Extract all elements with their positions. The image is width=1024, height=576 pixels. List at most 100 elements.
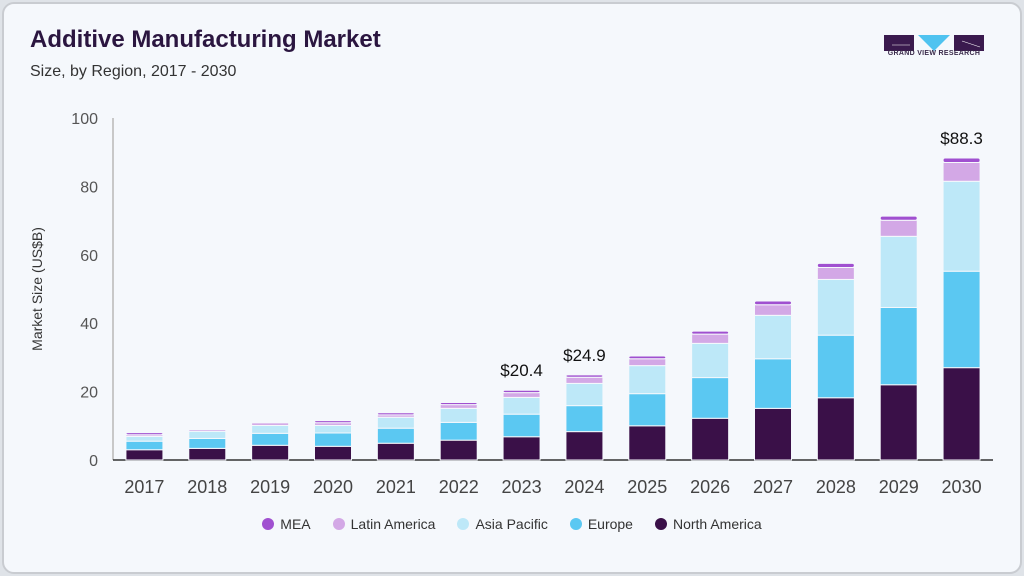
bar-segment-europe	[565, 405, 604, 433]
bar-segment-europe	[439, 421, 478, 441]
legend-label: Asia Pacific	[475, 516, 548, 532]
y-tick-label: 40	[80, 316, 98, 333]
bar-segment-europe	[754, 358, 792, 409]
x-tick-label: 2030	[942, 477, 982, 497]
legend-dot-icon	[262, 518, 275, 530]
bar-segment-mea	[125, 432, 164, 436]
bar-segment-europe	[628, 393, 667, 427]
legend-dot-icon	[332, 518, 345, 530]
legend-label: Latin America	[350, 516, 436, 532]
bar-segment-asia-pacific	[691, 342, 730, 379]
legend-item: Asia Pacific	[457, 516, 548, 532]
bar-segment-north-america	[314, 445, 352, 461]
bar-segment-north-america	[188, 447, 227, 461]
logo-text: GRAND VIEW RESEARCH	[887, 50, 981, 57]
total-value-label: $20.4	[500, 361, 543, 380]
bar-segment-north-america	[565, 431, 604, 461]
bar-segment-europe	[376, 427, 415, 444]
bar-segment-asia-pacific	[942, 180, 981, 272]
bar-segment-north-america	[691, 417, 730, 461]
grand-view-research-logo	[884, 35, 984, 51]
legend-label: North America	[672, 516, 762, 532]
bar-segment-mea	[314, 420, 352, 424]
bar-segment-mea	[251, 421, 290, 424]
bar-segment-asia-pacific	[816, 278, 855, 336]
legend-label: MEA	[280, 516, 311, 532]
legend-item: Latin America	[332, 516, 436, 532]
y-tick-label: 100	[71, 111, 98, 128]
bar-segment-north-america	[879, 384, 918, 461]
y-tick-label: 20	[80, 385, 98, 402]
legend-dot-icon	[654, 518, 667, 530]
bar-segment-asia-pacific	[754, 314, 792, 360]
bar-segment-europe	[816, 334, 855, 399]
bar-segment-asia-pacific	[314, 424, 352, 434]
bar-segment-asia-pacific	[565, 382, 604, 407]
bar-segment-europe	[314, 432, 352, 447]
bar-segment-latin-america	[754, 304, 792, 316]
y-tick-label: 60	[80, 248, 98, 265]
bar-segment-europe	[879, 306, 918, 386]
x-tick-label: 2028	[816, 477, 856, 497]
bar-segment-north-america	[628, 425, 667, 461]
bar-segment-latin-america	[691, 333, 730, 344]
bar-segment-europe	[942, 270, 981, 369]
bar-segment-north-america	[376, 442, 415, 461]
x-tick-label: 2022	[439, 477, 479, 497]
bar-segment-mea	[942, 157, 981, 163]
bar-segment-mea	[754, 300, 792, 306]
bar-segment-mea	[439, 402, 478, 406]
x-tick-label: 2029	[879, 477, 919, 497]
bar-segment-north-america	[251, 444, 290, 461]
bar-segment-mea	[628, 355, 667, 360]
x-tick-label: 2018	[187, 477, 227, 497]
chart-title: Additive Manufacturing Market	[30, 26, 381, 53]
x-tick-label: 2023	[502, 477, 542, 497]
y-tick-label: 0	[89, 453, 98, 470]
bar-segment-north-america	[816, 397, 855, 461]
bar-segment-north-america	[125, 449, 164, 461]
bar-segment-latin-america	[502, 392, 541, 398]
bar-segment-asia-pacific	[125, 435, 164, 442]
bar-segment-latin-america	[816, 266, 855, 280]
legend-item: MEA	[262, 516, 311, 532]
x-tick-label: 2020	[313, 477, 353, 497]
bar-segment-mea	[376, 412, 415, 416]
bar-segment-asia-pacific	[188, 430, 227, 439]
bar-segment-latin-america	[628, 358, 667, 367]
bar-segment-europe	[691, 377, 730, 419]
total-value-label: $24.9	[563, 346, 606, 365]
bar-segment-mea	[691, 330, 730, 335]
bar-segment-latin-america	[439, 404, 478, 409]
chart-subtitle: Size, by Region, 2017 - 2030	[30, 63, 237, 80]
legend-item: Europe	[569, 516, 633, 532]
x-tick-label: 2026	[690, 477, 730, 497]
x-tick-label: 2027	[753, 477, 793, 497]
bar-segment-latin-america	[565, 376, 604, 384]
bar-segment-mea	[502, 389, 541, 394]
bar-segment-asia-pacific	[502, 396, 541, 415]
legend-dot-icon	[569, 518, 582, 530]
bar-segment-asia-pacific	[879, 235, 918, 308]
bar-segment-mea	[188, 428, 227, 431]
bar-segment-asia-pacific	[376, 416, 415, 429]
bar-segment-mea	[565, 374, 604, 378]
x-tick-label: 2017	[124, 477, 164, 497]
x-tick-label: 2024	[564, 477, 604, 497]
bar-segment-asia-pacific	[439, 407, 478, 423]
bar-segment-asia-pacific	[628, 365, 667, 395]
bar-segment-asia-pacific	[251, 424, 290, 434]
bar-segment-europe	[251, 432, 290, 446]
x-tick-label: 2025	[627, 477, 667, 497]
legend: MEA Latin America Asia Pacific Europe North …	[0, 516, 1024, 532]
x-tick-label: 2019	[250, 477, 290, 497]
x-tick-label: 2021	[376, 477, 416, 497]
bar-segment-north-america	[754, 407, 792, 461]
total-value-label: $88.3	[940, 129, 983, 148]
bar-segment-north-america	[502, 436, 541, 461]
legend-dot-icon	[457, 518, 470, 530]
legend-item: North America	[654, 516, 762, 532]
bar-segment-mea	[816, 262, 855, 268]
bar-segment-north-america	[942, 367, 981, 461]
